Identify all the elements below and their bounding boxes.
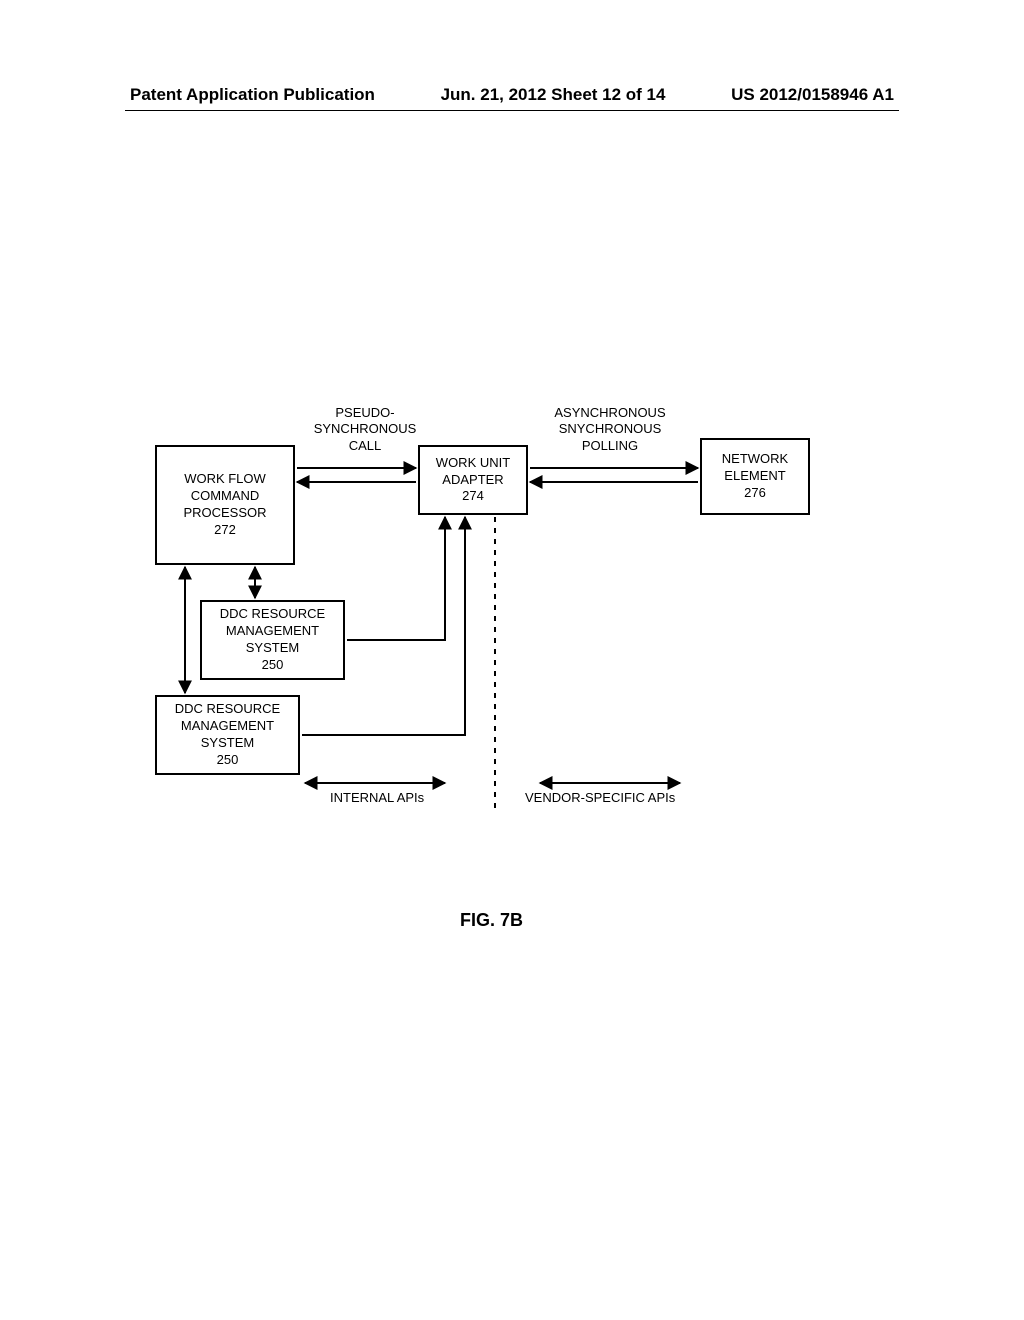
header-right: US 2012/0158946 A1	[731, 85, 894, 105]
page-header: Patent Application Publication Jun. 21, …	[0, 85, 1024, 105]
header-left: Patent Application Publication	[130, 85, 375, 105]
header-rule	[125, 110, 899, 111]
work-unit-adapter-box: WORK UNIT ADAPTER 274	[418, 445, 528, 515]
asynchronous-polling-label: ASYNCHRONOUS SNYCHRONOUS POLLING	[540, 405, 680, 454]
ddc-resource-management-system-box-1: DDC RESOURCE MANAGEMENT SYSTEM 250	[200, 600, 345, 680]
workflow-command-processor-box: WORK FLOW COMMAND PROCESSOR 272	[155, 445, 295, 565]
figure-7b-diagram: PSEUDO- SYNCHRONOUS CALL ASYNCHRONOUS SN…	[155, 415, 875, 845]
header-center: Jun. 21, 2012 Sheet 12 of 14	[441, 85, 666, 105]
pseudo-synchronous-call-label: PSEUDO- SYNCHRONOUS CALL	[305, 405, 425, 454]
ddc-resource-management-system-box-2: DDC RESOURCE MANAGEMENT SYSTEM 250	[155, 695, 300, 775]
internal-apis-label: INTERNAL APIs	[330, 790, 424, 806]
figure-caption: FIG. 7B	[460, 910, 523, 931]
vendor-specific-apis-label: VENDOR-SPECIFIC APIs	[525, 790, 675, 806]
network-element-box: NETWORK ELEMENT 276	[700, 438, 810, 515]
